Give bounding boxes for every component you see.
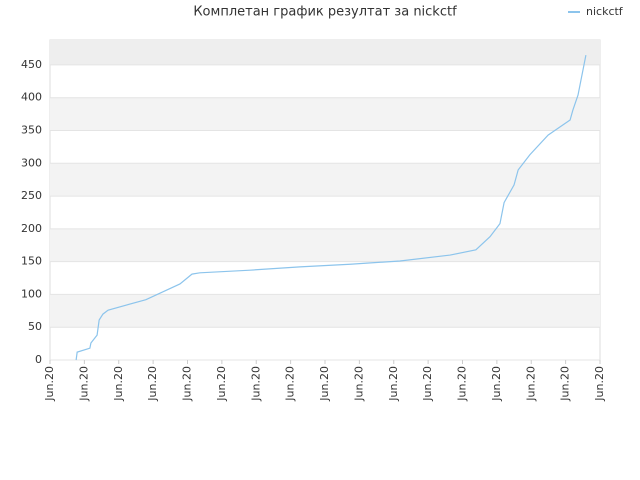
y-tick-label: 0 (35, 353, 42, 366)
grid-band (50, 163, 600, 197)
x-tick-label: Jun.20 (593, 366, 606, 402)
x-tick-label: Jun.20 (524, 366, 537, 402)
y-tick-label: 200 (21, 222, 42, 235)
chart-title: Комплетан график резултат за nickctf (193, 5, 457, 20)
x-tick-label: Jun.20 (43, 366, 56, 402)
y-tick-label: 250 (21, 189, 42, 202)
legend-label: nickctf (586, 5, 624, 18)
grid-band (50, 40, 600, 65)
y-tick-label: 50 (28, 320, 42, 333)
x-tick-label: Jun.20 (456, 366, 469, 402)
x-tick-label: Jun.20 (559, 366, 572, 402)
x-tick-label: Jun.20 (318, 366, 331, 402)
grid-band (50, 294, 600, 328)
y-tick-label: 100 (21, 287, 42, 300)
x-tick-label: Jun.20 (249, 366, 262, 402)
y-tick-label: 450 (21, 58, 42, 71)
x-tick-label: Jun.20 (77, 366, 90, 402)
y-tick-label: 400 (21, 91, 42, 104)
x-tick-label: Jun.20 (284, 366, 297, 402)
y-tick-label: 350 (21, 123, 42, 136)
x-tick-label: Jun.20 (352, 366, 365, 402)
y-tick-label: 150 (21, 255, 42, 268)
x-tick-label: Jun.20 (146, 366, 159, 402)
x-tick-label: Jun.20 (112, 366, 125, 402)
x-tick-label: Jun.20 (490, 366, 503, 402)
line (75, 54, 587, 361)
x-tick-label: Jun.20 (421, 366, 434, 402)
x-tick-label: Jun.20 (215, 366, 228, 402)
grid-band (50, 228, 600, 262)
x-tick-label: Jun.20 (181, 366, 194, 402)
grid-band (50, 97, 600, 131)
y-tick-label: 300 (21, 156, 42, 169)
x-tick-label: Jun.20 (387, 366, 400, 402)
